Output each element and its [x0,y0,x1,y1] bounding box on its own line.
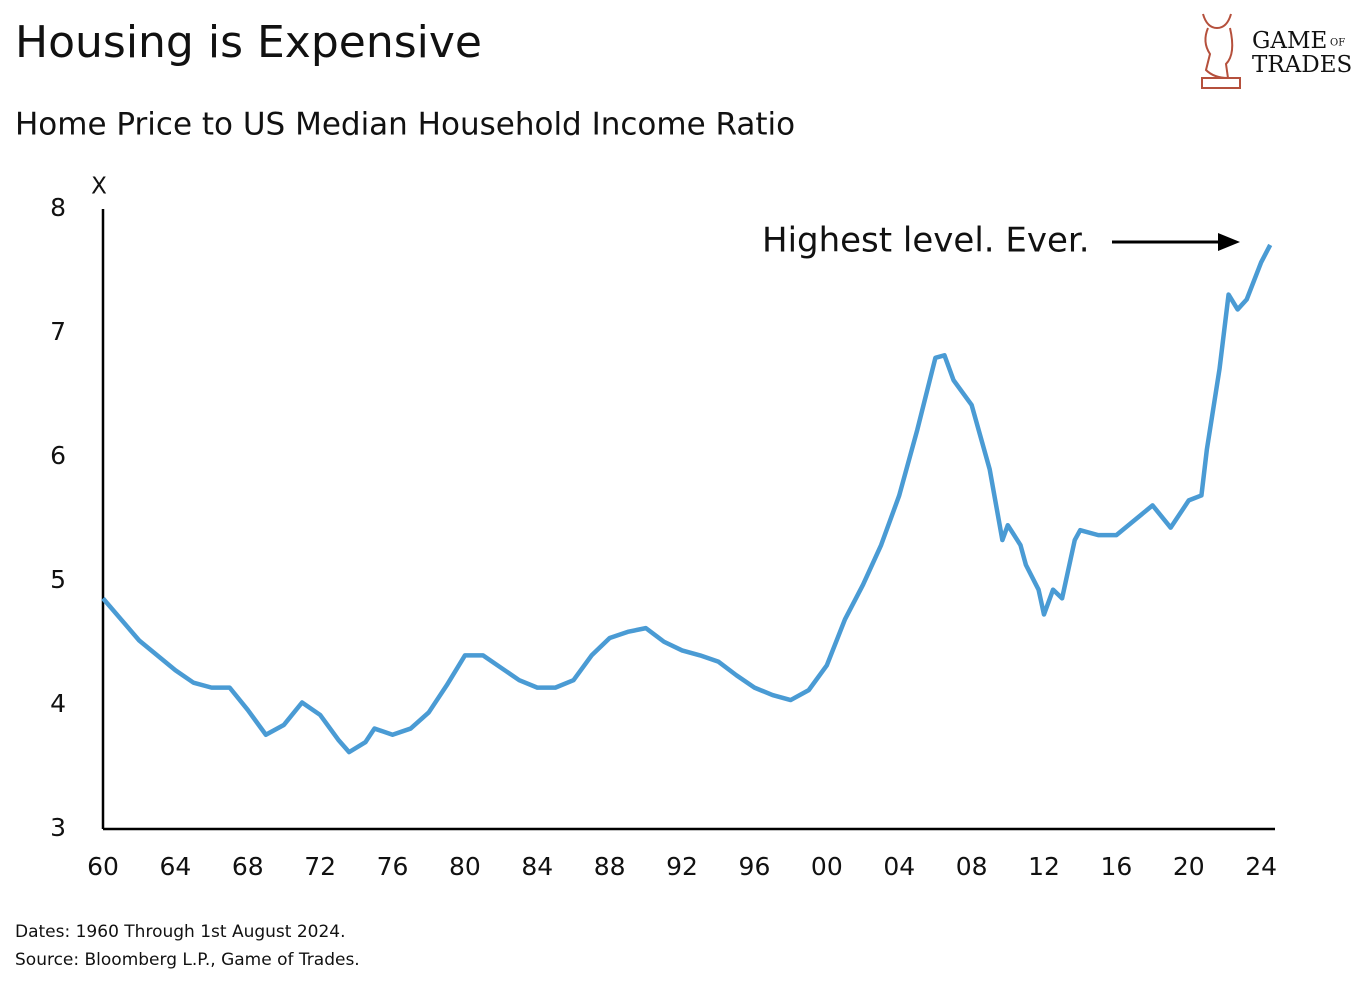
y-tick-label: 3 [50,813,66,842]
x-tick-label: 00 [811,852,843,881]
x-tick-label: 88 [594,852,626,881]
annotation: Highest level. Ever. [762,221,1090,261]
x-tick-label: 16 [1100,852,1132,881]
chart-subtitle: Home Price to US Median Household Income… [15,107,795,143]
y-tick-label: 5 [50,565,66,594]
y-tick-label: 6 [50,441,66,470]
x-tick-label: 76 [377,852,409,881]
y-tick-label: 8 [50,193,66,222]
logo-icon [1201,13,1241,89]
x-tick-label: 72 [304,852,336,881]
x-tick-label: 80 [449,852,481,881]
x-tick-label: 60 [87,852,119,881]
note: Source: Bloomberg L.P., Game of Trades. [15,950,360,970]
x-tick-label: 96 [739,852,771,881]
logo-text: GAME [1252,28,1327,54]
y-tick-label: 4 [50,689,66,718]
x-tick-label: 84 [521,852,553,881]
x-tick-label: 08 [956,852,988,881]
annotation-arrow [1112,233,1240,251]
x-tick-label: 68 [232,852,264,881]
arrow-head [1218,233,1240,251]
y-tick-label: 7 [50,317,66,346]
x-tick-label: 24 [1245,852,1277,881]
data-line [101,243,1273,755]
chart-title: Housing is Expensive [15,17,482,68]
x-tick-label: 12 [1028,852,1060,881]
x-tick-label: 64 [159,852,191,881]
logo-text: TRADES [1252,52,1352,78]
x-tick-label: 04 [883,852,915,881]
x-tick-label: 20 [1173,852,1205,881]
note: Dates: 1960 Through 1st August 2024. [15,922,346,942]
y-axis-label: X [91,174,107,200]
x-tick-label: 92 [666,852,698,881]
logo-text: OF [1330,38,1345,49]
logo: GAME OF TRADES [1201,13,1352,89]
